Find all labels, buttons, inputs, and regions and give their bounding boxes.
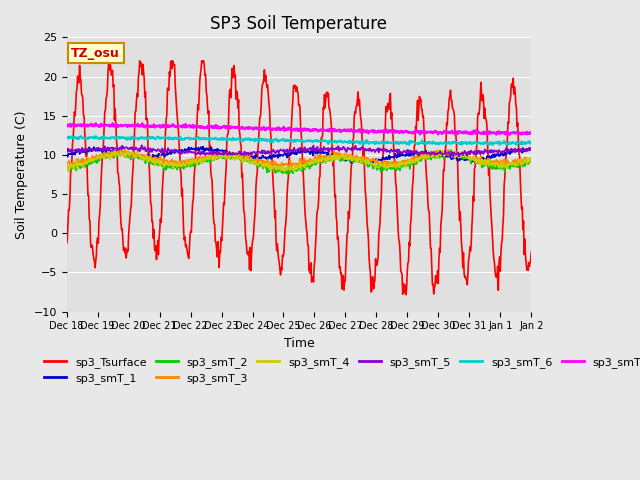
- sp3_smT_3: [120, 150, 127, 156]
- sp3_Tsurface: [191, 162, 199, 168]
- Line: sp3_smT_3: sp3_smT_3: [67, 150, 531, 168]
- sp3_smT_2: [71, 161, 79, 167]
- sp3_smT_7: [191, 123, 199, 129]
- Line: sp3_smT_6: sp3_smT_6: [67, 136, 531, 145]
- sp3_smT_1: [166, 148, 174, 154]
- sp3_smT_1: [199, 144, 207, 149]
- sp3_smT_6: [369, 140, 377, 145]
- sp3_smT_1: [370, 157, 378, 163]
- sp3_smT_2: [284, 170, 291, 176]
- sp3_smT_6: [71, 134, 79, 140]
- sp3_smT_3: [527, 155, 535, 161]
- sp3_Tsurface: [71, 113, 79, 119]
- sp3_smT_5: [191, 151, 199, 156]
- sp3_Tsurface: [356, 96, 364, 102]
- Line: sp3_smT_7: sp3_smT_7: [67, 123, 531, 135]
- sp3_smT_7: [369, 128, 377, 133]
- sp3_smT_7: [120, 122, 127, 128]
- sp3_smT_1: [527, 146, 535, 152]
- sp3_smT_4: [166, 161, 174, 167]
- sp3_smT_2: [447, 147, 455, 153]
- sp3_smT_2: [356, 159, 364, 165]
- sp3_Tsurface: [136, 58, 143, 64]
- sp3_Tsurface: [402, 292, 410, 298]
- Legend: sp3_Tsurface, sp3_smT_1, sp3_smT_2, sp3_smT_3, sp3_smT_4, sp3_smT_5, sp3_smT_6, : sp3_Tsurface, sp3_smT_1, sp3_smT_2, sp3_…: [40, 352, 640, 388]
- sp3_smT_4: [280, 168, 287, 174]
- sp3_smT_2: [119, 149, 127, 155]
- sp3_smT_3: [370, 156, 378, 162]
- sp3_smT_5: [527, 147, 535, 153]
- Line: sp3_smT_2: sp3_smT_2: [67, 150, 531, 173]
- sp3_smT_1: [356, 158, 364, 164]
- sp3_smT_4: [191, 159, 198, 165]
- sp3_Tsurface: [369, 274, 377, 280]
- Line: sp3_Tsurface: sp3_Tsurface: [67, 61, 531, 295]
- sp3_smT_6: [191, 136, 199, 142]
- sp3_smT_1: [358, 160, 365, 166]
- Line: sp3_smT_4: sp3_smT_4: [67, 151, 531, 171]
- sp3_smT_5: [449, 154, 457, 160]
- sp3_smT_7: [167, 124, 175, 130]
- sp3_smT_1: [119, 151, 127, 157]
- sp3_smT_5: [138, 143, 145, 148]
- sp3_smT_3: [275, 165, 283, 171]
- sp3_smT_2: [166, 164, 174, 170]
- sp3_smT_4: [527, 157, 535, 163]
- sp3_smT_5: [369, 147, 377, 153]
- sp3_smT_6: [92, 133, 100, 139]
- Line: sp3_smT_5: sp3_smT_5: [67, 145, 531, 157]
- sp3_Tsurface: [119, 237, 127, 242]
- sp3_smT_1: [191, 147, 198, 153]
- sp3_smT_2: [191, 158, 198, 164]
- sp3_smT_1: [63, 152, 70, 157]
- sp3_smT_7: [527, 130, 535, 135]
- X-axis label: Time: Time: [284, 337, 314, 350]
- sp3_smT_6: [356, 139, 364, 145]
- sp3_smT_7: [452, 132, 460, 138]
- sp3_smT_3: [63, 162, 70, 168]
- sp3_smT_2: [369, 166, 377, 171]
- sp3_smT_1: [71, 152, 79, 157]
- sp3_smT_7: [109, 120, 116, 126]
- sp3_smT_5: [63, 149, 70, 155]
- sp3_Tsurface: [63, 240, 70, 246]
- sp3_smT_4: [356, 156, 364, 162]
- Title: SP3 Soil Temperature: SP3 Soil Temperature: [211, 15, 387, 33]
- sp3_smT_5: [356, 146, 364, 152]
- sp3_smT_4: [63, 168, 70, 173]
- sp3_smT_3: [71, 160, 79, 166]
- sp3_smT_4: [71, 162, 79, 168]
- sp3_smT_5: [71, 147, 79, 153]
- sp3_smT_3: [191, 156, 199, 162]
- sp3_smT_4: [119, 152, 127, 157]
- sp3_smT_4: [438, 148, 446, 154]
- sp3_smT_5: [119, 145, 127, 151]
- sp3_smT_2: [527, 157, 535, 163]
- Line: sp3_smT_1: sp3_smT_1: [67, 146, 531, 163]
- sp3_smT_3: [356, 154, 364, 160]
- Y-axis label: Soil Temperature (C): Soil Temperature (C): [15, 110, 28, 239]
- sp3_smT_4: [369, 162, 377, 168]
- Text: TZ_osu: TZ_osu: [71, 47, 120, 60]
- sp3_smT_7: [356, 127, 364, 132]
- sp3_smT_6: [527, 140, 535, 146]
- sp3_smT_5: [167, 148, 175, 154]
- sp3_smT_3: [116, 147, 124, 153]
- sp3_smT_7: [71, 122, 79, 128]
- sp3_smT_6: [167, 135, 175, 141]
- sp3_smT_3: [167, 158, 175, 164]
- sp3_smT_6: [120, 134, 127, 140]
- sp3_smT_6: [489, 142, 497, 148]
- sp3_smT_2: [63, 165, 70, 171]
- sp3_smT_6: [63, 135, 70, 141]
- sp3_Tsurface: [167, 59, 175, 65]
- sp3_Tsurface: [527, 249, 535, 255]
- sp3_smT_7: [63, 122, 70, 128]
